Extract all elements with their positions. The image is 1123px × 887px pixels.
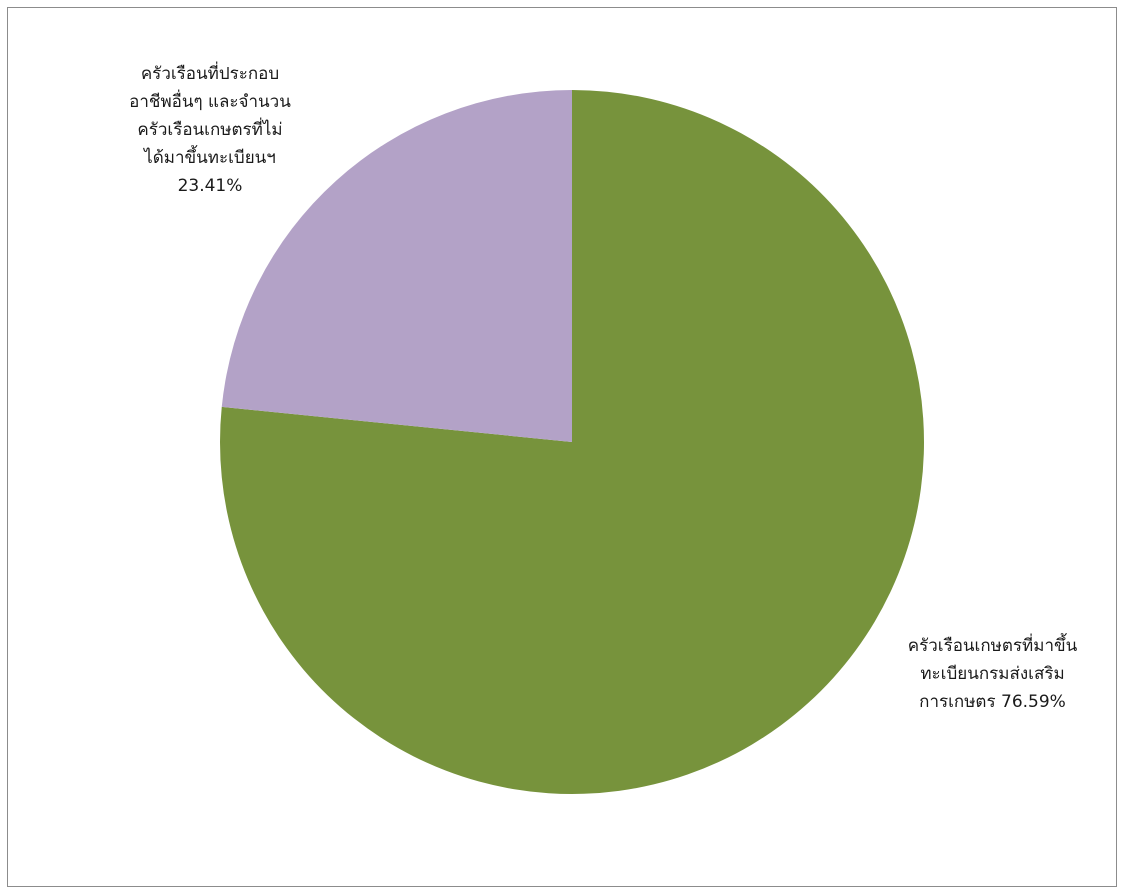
data-label-line: อาชีพอื่นๆ และจำนวน: [129, 92, 291, 112]
data-label-registered-farm-households: ครัวเรือนเกษตรที่มาขึ้น ทะเบียนกรมส่งเสร…: [880, 632, 1105, 716]
data-label-line: ครัวเรือนเกษตรที่ไม่: [137, 120, 283, 140]
pie-chart: [220, 89, 924, 794]
data-label-other-households: ครัวเรือนที่ประกอบ อาชีพอื่นๆ และจำนวน ค…: [100, 60, 320, 200]
data-label-line: การเกษตร 76.59%: [919, 692, 1066, 712]
data-label-line: ครัวเรือนที่ประกอบ: [140, 64, 280, 84]
data-label-line: 23.41%: [177, 176, 243, 196]
data-label-line: ทะเบียนกรมส่งเสริม: [920, 664, 1065, 684]
data-label-line: ครัวเรือนเกษตรที่มาขึ้น: [907, 636, 1078, 656]
pie-slice-other-households: [221, 89, 572, 443]
data-label-line: ได้มาขึ้นทะเบียนฯ: [144, 148, 276, 168]
